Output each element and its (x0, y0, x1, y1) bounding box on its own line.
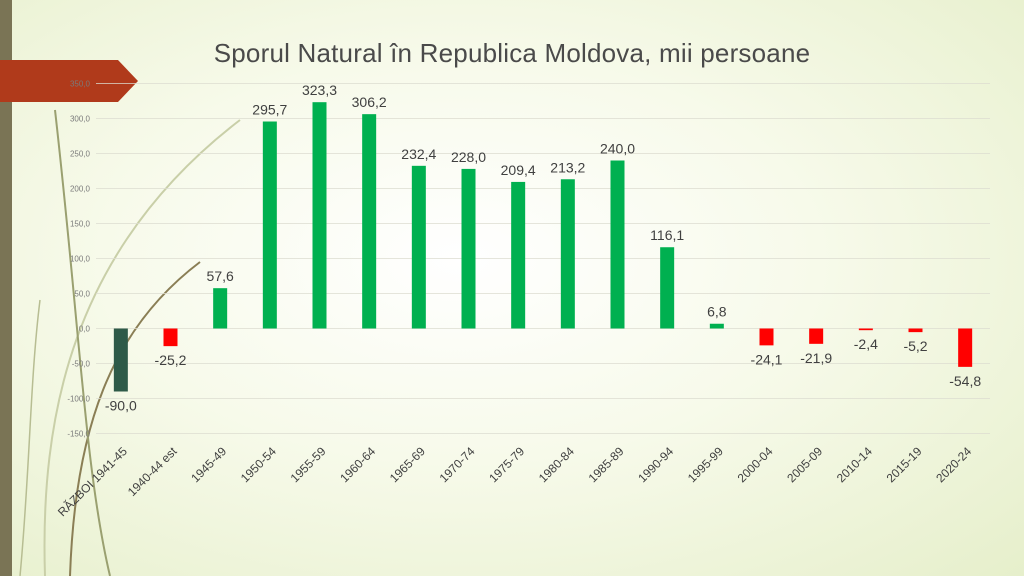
data-label: -90,0 (105, 398, 137, 414)
category-label: 2005-09 (784, 444, 825, 485)
data-label: 295,7 (252, 102, 287, 118)
y-tick-label: 200,0 (70, 185, 91, 194)
bar (560, 179, 575, 329)
category-label: 1950-54 (238, 444, 279, 485)
y-tick-label: -150,0 (67, 430, 90, 439)
chart-title: Sporul Natural în Republica Moldova, mii… (213, 38, 811, 68)
y-tick-label: 150,0 (70, 220, 91, 229)
bar (908, 328, 923, 333)
data-label: 209,4 (501, 162, 536, 178)
data-label: -25,2 (155, 352, 187, 368)
data-label: 6,8 (707, 304, 727, 320)
bar (461, 168, 476, 329)
y-tick-label: -100,0 (67, 395, 90, 404)
bar (213, 288, 228, 329)
category-label: 1960-64 (337, 444, 378, 485)
y-tick-label: 0,0 (79, 325, 91, 334)
data-label: -5,2 (903, 338, 927, 354)
bars (113, 102, 973, 392)
red-accent-tab (0, 60, 138, 102)
left-decor-bar (0, 0, 12, 576)
category-label: 1985-89 (586, 444, 627, 485)
y-tick-label: 250,0 (70, 150, 91, 159)
bar (958, 328, 973, 367)
data-label: -2,4 (854, 336, 878, 352)
data-label: -24,1 (751, 351, 783, 367)
category-label: 1975-79 (486, 444, 527, 485)
y-tick-label: 50,0 (74, 290, 90, 299)
bar (759, 328, 774, 346)
y-axis-ticks: 350,0 300,0 250,0 200,0 150,0 100,0 50,0 0,0 -50… (67, 80, 90, 439)
category-label: 1965-69 (387, 444, 428, 485)
bar (809, 328, 824, 344)
y-tick-label: 350,0 (70, 80, 91, 89)
category-label: 1970-74 (437, 444, 478, 485)
gridlines (96, 83, 990, 434)
data-label: 323,3 (302, 82, 337, 98)
category-label: 2000-04 (735, 444, 776, 485)
bar (411, 165, 426, 329)
category-label: 1995-99 (685, 444, 726, 485)
bar (858, 328, 873, 331)
data-label: 57,6 (207, 268, 234, 284)
bar (660, 247, 675, 329)
bar (113, 328, 128, 392)
bar (312, 102, 327, 329)
data-label: -54,8 (949, 373, 981, 389)
data-label: 306,2 (352, 94, 387, 110)
data-label: 213,2 (550, 159, 585, 175)
category-label: 1940-44 est (125, 444, 180, 499)
bar (362, 114, 377, 329)
bar (511, 181, 526, 329)
bar (262, 121, 277, 329)
data-labels: -90,0 -25,2 57,6 295,7 323,3 306,2 232,4 228,0 2… (105, 82, 981, 413)
category-label: 2010-14 (834, 444, 875, 485)
data-label: 116,1 (650, 227, 684, 243)
data-label: 240,0 (600, 141, 635, 157)
category-label: RĂZBOI 1941-45 (54, 443, 130, 519)
category-label: 1945-49 (188, 444, 229, 485)
category-label: 1990-94 (635, 444, 676, 485)
data-label: 232,4 (401, 146, 436, 162)
bar (709, 323, 724, 329)
category-label: 1980-84 (536, 444, 577, 485)
bar (163, 328, 178, 347)
y-tick-label: 300,0 (70, 115, 91, 124)
y-tick-label: 100,0 (70, 255, 91, 264)
y-tick-label: -50,0 (72, 360, 91, 369)
data-label: 228,0 (451, 149, 486, 165)
category-label: 1955-59 (288, 444, 329, 485)
category-label: 2015-19 (884, 444, 925, 485)
category-label: 2020-24 (933, 444, 974, 485)
data-label: -21,9 (800, 350, 832, 366)
bar (610, 160, 625, 329)
